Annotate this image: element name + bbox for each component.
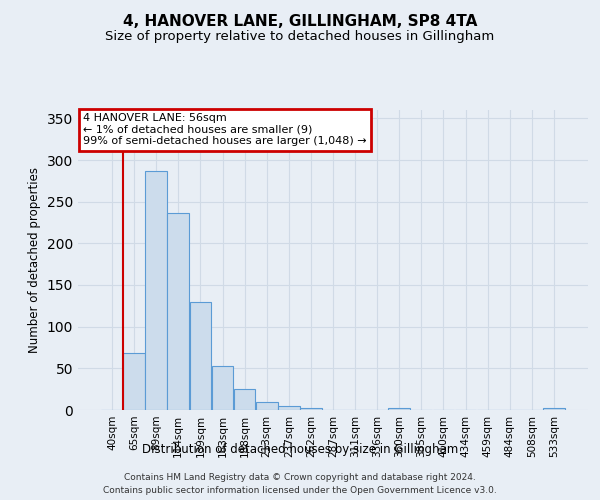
Text: Contains public sector information licensed under the Open Government Licence v3: Contains public sector information licen… <box>103 486 497 495</box>
Bar <box>388 408 410 410</box>
Text: 4, HANOVER LANE, GILLINGHAM, SP8 4TA: 4, HANOVER LANE, GILLINGHAM, SP8 4TA <box>123 14 477 29</box>
Bar <box>123 354 145 410</box>
Bar <box>256 402 278 410</box>
Y-axis label: Number of detached properties: Number of detached properties <box>28 167 41 353</box>
Text: Distribution of detached houses by size in Gillingham: Distribution of detached houses by size … <box>142 442 458 456</box>
Bar <box>145 171 167 410</box>
Text: Size of property relative to detached houses in Gillingham: Size of property relative to detached ho… <box>106 30 494 43</box>
Text: 4 HANOVER LANE: 56sqm
← 1% of detached houses are smaller (9)
99% of semi-detach: 4 HANOVER LANE: 56sqm ← 1% of detached h… <box>83 113 367 146</box>
Text: Contains HM Land Registry data © Crown copyright and database right 2024.: Contains HM Land Registry data © Crown c… <box>124 472 476 482</box>
Bar <box>234 389 256 410</box>
Bar <box>167 212 189 410</box>
Bar <box>212 366 233 410</box>
Bar <box>543 408 565 410</box>
Bar <box>278 406 299 410</box>
Bar <box>300 408 322 410</box>
Bar <box>190 302 211 410</box>
